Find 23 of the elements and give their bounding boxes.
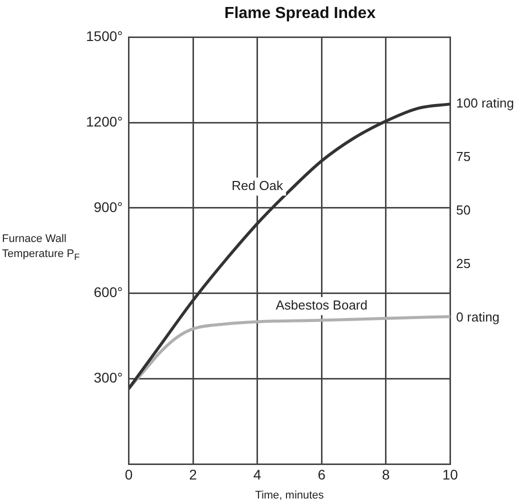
x-tick-label: 4: [253, 466, 262, 482]
y-tick-label: 1500°: [86, 28, 123, 44]
x-tick-label: 6: [318, 466, 326, 482]
y-axis-title: Furnace Wall Temperature P$_{F}$: [2, 232, 81, 264]
line-series: [128, 315, 450, 390]
y-tick-label: 1200°: [86, 113, 123, 130]
line-series: [128, 102, 450, 390]
y2-tick-label: 0 rating: [456, 310, 500, 325]
x-tick-label: 2: [189, 466, 198, 482]
y2-tick-label: 75: [456, 148, 471, 164]
y-tick-label: 600°: [94, 284, 123, 300]
y2-tick-label: 50: [456, 202, 471, 218]
y2-tick-label: 25: [456, 256, 471, 272]
x-tick-label: 8: [382, 466, 390, 482]
series-label: Asbestos Board: [276, 298, 368, 313]
chart-title: Flame Spread Index: [224, 5, 376, 22]
series-label: Red Oak: [232, 178, 284, 194]
y-tick-label: 900°: [94, 198, 123, 215]
x-tick-label: 0: [124, 466, 133, 482]
y-tick-label: 300°: [94, 370, 123, 386]
y2-tick-label: 100 rating: [456, 95, 514, 110]
x-tick-label: 10: [442, 466, 458, 482]
x-axis-title: Time, minutes: [255, 489, 324, 502]
